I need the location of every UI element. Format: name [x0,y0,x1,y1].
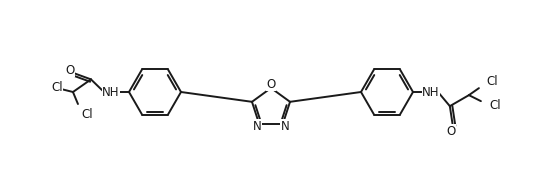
Text: N: N [280,120,289,133]
Text: N: N [253,120,262,133]
Text: Cl: Cl [51,80,62,93]
Text: O: O [446,125,455,138]
Text: O: O [66,64,75,77]
Text: O: O [266,78,276,90]
Text: Cl: Cl [489,99,500,112]
Text: Cl: Cl [486,75,498,88]
Text: NH: NH [422,85,440,98]
Text: Cl: Cl [81,107,93,121]
Text: NH: NH [102,85,120,98]
